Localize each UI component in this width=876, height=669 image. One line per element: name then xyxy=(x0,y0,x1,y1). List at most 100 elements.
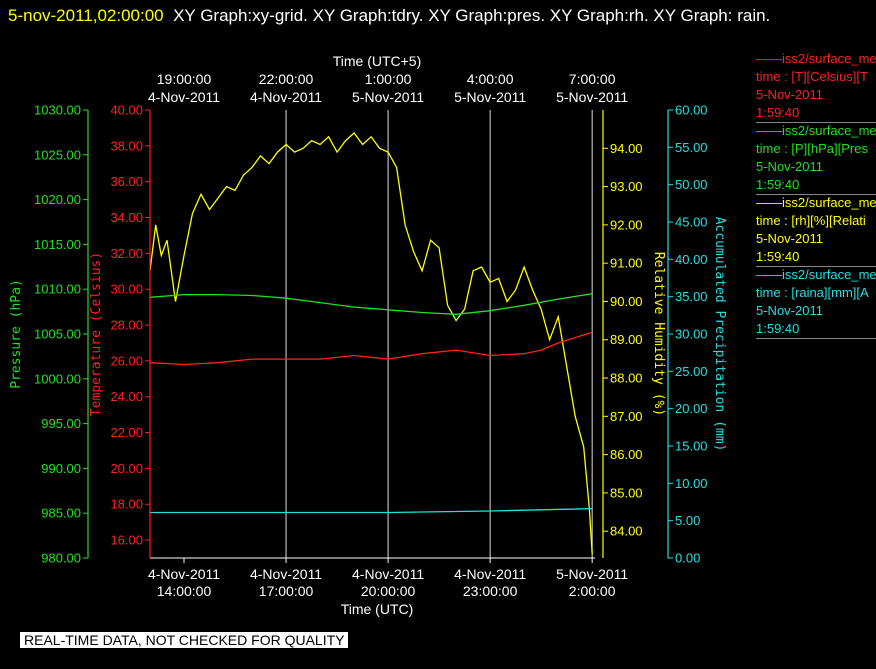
tick-label-temp: 20.00 xyxy=(110,461,143,476)
tick-label-rain: 35.00 xyxy=(675,289,708,304)
tick-label-rain: 30.00 xyxy=(675,327,708,342)
tick-label-temp: 40.00 xyxy=(110,103,143,118)
axis-title-pres: Pressure (hPa) xyxy=(9,279,24,389)
legend-series-name: ——iss2/surface_me xyxy=(756,195,876,210)
series-line-rh xyxy=(149,132,593,555)
tick-label-rh: 93.00 xyxy=(610,179,643,194)
top-tick-date: 5-Nov-2011 xyxy=(352,89,424,105)
bottom-tick-label: 14:00:00 xyxy=(157,583,212,599)
bottom-tick-date: 4-Nov-2011 xyxy=(454,566,526,582)
legend-field: time : [rh][%][Relati xyxy=(756,213,866,228)
tick-label-temp: 34.00 xyxy=(110,210,143,225)
bottom-tick-label: 17:00:00 xyxy=(259,583,314,599)
series-line-pres xyxy=(149,293,593,315)
top-axis-title: Time (UTC+5) xyxy=(333,53,422,69)
top-tick-label: 1:00:00 xyxy=(365,71,412,87)
axis-title-rh: Relative Humidity (%) xyxy=(651,252,666,416)
title-datetime: 5-nov-2011,02:00:00 xyxy=(8,6,164,25)
legend-separator xyxy=(756,338,876,339)
tick-label-rain: 50.00 xyxy=(675,177,708,192)
legend-series-name: ——iss2/surface_me xyxy=(756,123,876,138)
axis-title-temp: Temperature (Celsius) xyxy=(89,252,104,416)
tick-label-rh: 92.00 xyxy=(610,217,643,232)
top-tick-label: 7:00:00 xyxy=(569,71,616,87)
tick-label-pres: 1015.00 xyxy=(34,237,81,252)
legend-separator xyxy=(756,194,876,195)
tick-label-temp: 16.00 xyxy=(110,533,143,548)
legend-time: 1:59:40 xyxy=(756,177,800,192)
tick-label-rh: 84.00 xyxy=(610,524,643,539)
tick-label-rain: 40.00 xyxy=(675,252,708,267)
tick-label-rh: 85.00 xyxy=(610,485,643,500)
tick-label-rain: 25.00 xyxy=(675,364,708,379)
top-tick-date: 5-Nov-2011 xyxy=(556,89,628,105)
bottom-tick-date: 4-Nov-2011 xyxy=(250,566,322,582)
axis-title-rain: Accumulated Precipitation (mm) xyxy=(712,217,727,452)
tick-label-pres: 1030.00 xyxy=(34,103,81,118)
legend-time: 1:59:40 xyxy=(756,321,800,336)
bottom-tick-label: 23:00:00 xyxy=(463,583,518,599)
tick-label-rh: 94.00 xyxy=(610,141,643,156)
legend-field: time : [T][Celsius][T xyxy=(756,69,868,84)
top-tick-date: 4-Nov-2011 xyxy=(250,89,322,105)
top-tick-date: 4-Nov-2011 xyxy=(148,89,220,105)
legend-time: 1:59:40 xyxy=(756,105,800,120)
tick-label-pres: 985.00 xyxy=(41,506,81,521)
legend-date: 5-Nov-2011 xyxy=(756,303,823,318)
bottom-tick-label: 2:00:00 xyxy=(569,583,616,599)
legend-series-name: ——iss2/surface_me xyxy=(756,267,876,282)
tick-label-temp: 28.00 xyxy=(110,318,143,333)
bottom-tick-date: 5-Nov-2011 xyxy=(556,566,628,582)
tick-label-temp: 26.00 xyxy=(110,353,143,368)
graph-title: 5-nov-2011,02:00:00 XY Graph:xy-grid. XY… xyxy=(8,2,868,29)
tick-label-rh: 91.00 xyxy=(610,256,643,271)
tick-label-pres: 1005.00 xyxy=(34,327,81,342)
tick-label-pres: 1025.00 xyxy=(34,147,81,162)
top-tick-label: 19:00:00 xyxy=(157,71,212,87)
tick-label-rh: 90.00 xyxy=(610,294,643,309)
tick-label-pres: 990.00 xyxy=(41,461,81,476)
tick-label-pres: 995.00 xyxy=(41,416,81,431)
tick-label-temp: 24.00 xyxy=(110,389,143,404)
tick-label-rain: 20.00 xyxy=(675,401,708,416)
bottom-tick-date: 4-Nov-2011 xyxy=(148,566,220,582)
tick-label-temp: 18.00 xyxy=(110,497,143,512)
legend-separator xyxy=(756,266,876,267)
tick-label-rh: 86.00 xyxy=(610,447,643,462)
series-line-rain xyxy=(150,508,593,514)
tick-label-pres: 1010.00 xyxy=(34,282,81,297)
top-tick-date: 5-Nov-2011 xyxy=(454,89,526,105)
tick-label-rain: 60.00 xyxy=(675,103,708,118)
tick-label-rain: 55.00 xyxy=(675,140,708,155)
tick-label-pres: 980.00 xyxy=(41,551,81,566)
tick-label-temp: 38.00 xyxy=(110,138,143,153)
legend-series-name: ——iss2/surface_me xyxy=(756,51,876,66)
series-line-temp xyxy=(149,331,593,366)
tick-label-rh: 89.00 xyxy=(610,332,643,347)
tick-label-rh: 87.00 xyxy=(610,409,643,424)
quality-disclaimer: REAL-TIME DATA, NOT CHECKED FOR QUALITY xyxy=(20,632,349,648)
top-tick-label: 22:00:00 xyxy=(259,71,314,87)
tick-label-pres: 1000.00 xyxy=(34,371,81,386)
tick-label-rain: 5.00 xyxy=(675,513,700,528)
legend-separator xyxy=(756,122,876,123)
tick-label-temp: 22.00 xyxy=(110,425,143,440)
legend-entry: ——iss2/surface_me time : [T][Celsius][T 5-… xyxy=(756,50,876,122)
title-graph-list: XY Graph:xy-grid. XY Graph:tdry. XY Grap… xyxy=(173,6,771,25)
tick-label-rain: 10.00 xyxy=(675,476,708,491)
tick-label-rh: 88.00 xyxy=(610,371,643,386)
legend-field: time : [P][hPa][Pres xyxy=(756,141,868,156)
legend-date: 5-Nov-2011 xyxy=(756,231,823,246)
tick-label-pres: 1020.00 xyxy=(34,192,81,207)
bottom-tick-label: 20:00:00 xyxy=(361,583,416,599)
tick-label-temp: 30.00 xyxy=(110,282,143,297)
legend-field: time : [raina][mm][A xyxy=(756,285,869,300)
legend-date: 5-Nov-2011 xyxy=(756,159,823,174)
tick-label-rain: 15.00 xyxy=(675,439,708,454)
top-tick-label: 4:00:00 xyxy=(467,71,514,87)
tick-label-temp: 32.00 xyxy=(110,246,143,261)
